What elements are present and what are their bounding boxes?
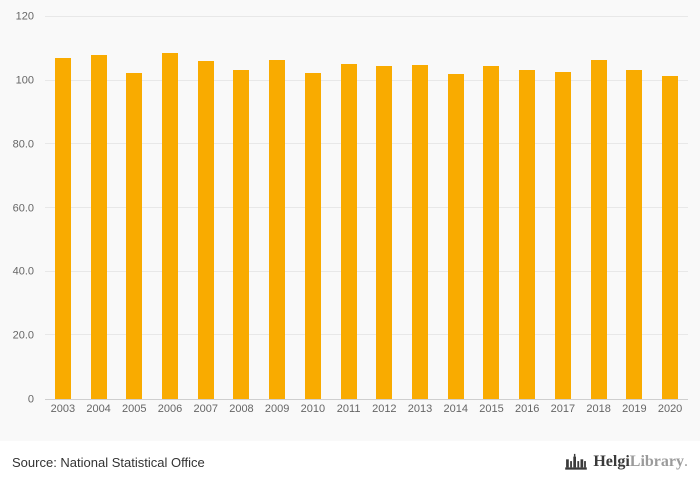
- brand-suffix: .: [684, 453, 688, 470]
- bar-cell: [402, 17, 438, 399]
- y-tick-label: 100: [15, 74, 34, 87]
- bridge-logo-icon: [565, 453, 588, 471]
- bar-cell: [116, 17, 152, 399]
- bar-cell: [188, 17, 224, 399]
- brand-name-primary: Helgi: [593, 453, 630, 470]
- x-tick-label: 2013: [407, 403, 433, 415]
- bar-cell: [366, 17, 402, 399]
- x-tick-label: 2007: [193, 403, 218, 415]
- x-tick-label: 2014: [443, 403, 468, 415]
- x-tick-label: 2006: [157, 403, 183, 415]
- gridline: [45, 270, 688, 272]
- x-tick-label: 2011: [336, 403, 361, 415]
- y-tick-label: 60.0: [12, 202, 34, 214]
- bar-2006: [162, 52, 179, 399]
- footer: Source: National Statistical Office: [0, 441, 700, 483]
- bar-2019: [626, 69, 643, 399]
- gridline: [45, 79, 688, 81]
- bar-2012: [376, 65, 393, 399]
- brand-wordmark: HelgiLibrary.: [593, 453, 688, 471]
- x-tick-label: 2017: [550, 403, 576, 415]
- bar-cell: [259, 17, 295, 399]
- bar-2020: [662, 75, 679, 399]
- bar-cell: [652, 17, 688, 399]
- bar-cell: [81, 17, 117, 399]
- bar-2018: [590, 59, 607, 399]
- gridline: [45, 334, 688, 336]
- bar-cell: [509, 17, 545, 399]
- bar-2011: [340, 64, 357, 399]
- x-tick-label: 2005: [122, 403, 147, 415]
- x-axis: 2003 2004 2005 2006 2007 2008 2009 2010 2011 2012…: [45, 403, 688, 421]
- bar-cell: [45, 17, 81, 399]
- x-tick-label: 2008: [229, 403, 254, 415]
- bar-cell: [617, 17, 653, 399]
- x-tick-label: 2018: [586, 403, 611, 415]
- bar-2009: [269, 60, 286, 399]
- bar-cell: [474, 17, 510, 399]
- bar-chart: 120 100 80.0 60.0 40.0 20.0 0 2003 2004 2005 2006…: [0, 11, 688, 421]
- x-tick-label: 2020: [657, 403, 683, 415]
- y-tick-label: 80.0: [12, 138, 34, 151]
- bar-cell: [545, 17, 581, 399]
- bar-2007: [197, 61, 214, 399]
- bar-2010: [304, 72, 321, 399]
- bar-cell: [438, 17, 474, 399]
- bars-row: [45, 17, 688, 399]
- x-tick-label: 2012: [372, 403, 397, 415]
- x-tick-label: 2019: [622, 403, 647, 415]
- source-text: Source: National Statistical Office: [12, 454, 205, 470]
- plot-area: [45, 16, 688, 400]
- bar-2016: [519, 70, 536, 399]
- bar-2015: [483, 66, 500, 399]
- bar-2003: [54, 58, 71, 399]
- x-tick-label: 2009: [264, 403, 290, 415]
- bar-2008: [233, 70, 250, 399]
- x-tick-label: 2010: [300, 403, 326, 415]
- bar-cell: [224, 17, 260, 399]
- x-tick-label: 2016: [514, 403, 540, 415]
- bar-cell: [152, 17, 188, 399]
- bar-2017: [554, 72, 571, 399]
- gridline: [45, 16, 688, 17]
- bar-2004: [90, 54, 107, 399]
- x-tick-label: 2015: [479, 403, 504, 415]
- x-tick-label: 2004: [86, 403, 111, 415]
- bar-2013: [412, 64, 429, 399]
- bar-cell: [581, 17, 617, 399]
- y-tick-label: 120: [15, 10, 34, 23]
- bar-cell: [295, 17, 331, 399]
- y-axis: 120 100 80.0 60.0 40.0 20.0 0: [0, 11, 38, 405]
- y-tick-label: 40.0: [12, 265, 34, 278]
- gridline: [45, 207, 688, 208]
- x-tick-label: 2003: [50, 403, 76, 415]
- bar-cell: [331, 17, 367, 399]
- gridline: [45, 143, 688, 145]
- y-tick-label: 20.0: [12, 329, 34, 342]
- bar-2005: [126, 73, 143, 399]
- y-tick-label: 0: [27, 393, 34, 406]
- bar-2014: [447, 73, 464, 399]
- helgilibrary-logo: HelgiLibrary.: [565, 453, 688, 471]
- brand-name-secondary: Library: [629, 453, 684, 470]
